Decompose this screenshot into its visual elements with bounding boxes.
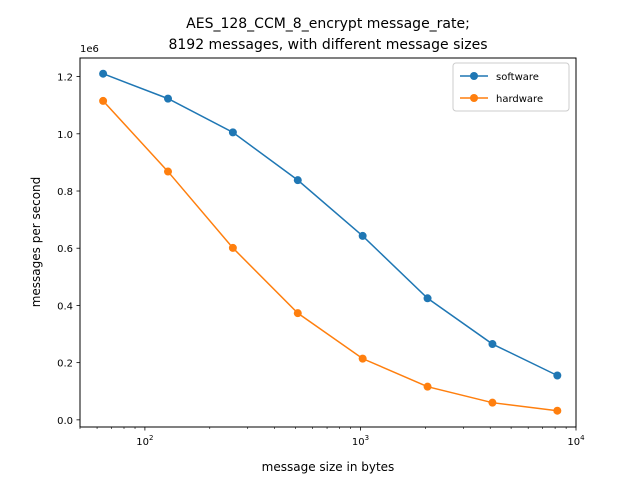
y-tick-label: 0.4 <box>57 301 73 312</box>
data-point-software <box>228 128 237 137</box>
data-point-software <box>553 371 562 380</box>
plot-frame <box>79 57 577 428</box>
data-point-hardware <box>228 243 237 252</box>
data-point-hardware <box>99 96 108 105</box>
y-tick-label: 1.0 <box>57 130 73 141</box>
data-point-software <box>488 340 497 349</box>
legend-box <box>452 62 570 112</box>
legend-label: software <box>496 72 539 83</box>
data-point-software <box>99 69 108 78</box>
data-point-software <box>358 231 367 240</box>
x-axis-label: message size in bytes <box>262 460 395 474</box>
data-point-hardware <box>163 167 172 176</box>
y-tick-label: 0.0 <box>57 416 73 427</box>
series-line-software <box>102 73 558 377</box>
data-point-software <box>293 176 302 185</box>
data-point-software <box>423 294 432 303</box>
y-tick-label: 1.2 <box>57 73 73 84</box>
y-tick-label: 0.2 <box>57 359 73 370</box>
legend-marker-hardware <box>470 94 478 102</box>
series-line-hardware <box>102 100 558 412</box>
data-point-hardware <box>423 382 432 391</box>
y-tick-label: 0.6 <box>57 244 73 255</box>
chart-title-line1: AES_128_CCM_8_encrypt message_rate; <box>186 16 470 32</box>
legend: software hardware <box>452 62 570 112</box>
data-point-hardware <box>488 398 497 407</box>
x-tick-label: 102 <box>136 434 153 448</box>
y-offset-label: 1e6 <box>80 44 99 55</box>
legend-marker-software <box>470 72 478 80</box>
data-point-hardware <box>293 309 302 318</box>
legend-label: hardware <box>496 94 543 105</box>
x-tick-label: 104 <box>567 434 585 448</box>
y-axis-label: messages per second <box>29 177 43 308</box>
data-point-hardware <box>358 354 367 363</box>
axis-ticks: 0.0 0.2 0.4 0.6 0.8 1.0 1.2 102 103 104 <box>57 73 585 448</box>
plot-content <box>99 69 562 415</box>
chart-title-line2: 8192 messages, with different message si… <box>168 37 487 53</box>
data-point-hardware <box>553 406 562 415</box>
x-tick-label: 103 <box>352 434 369 448</box>
data-point-software <box>163 94 172 103</box>
y-tick-label: 0.8 <box>57 187 73 198</box>
